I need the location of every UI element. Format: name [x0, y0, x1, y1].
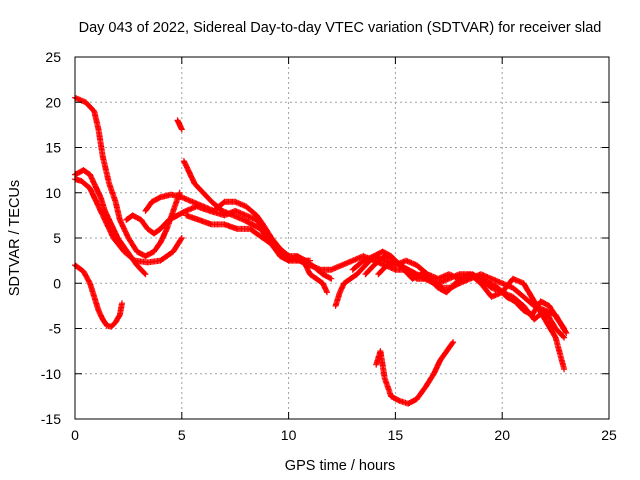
x-tick-label: 15	[388, 427, 404, 443]
y-tick-label: 5	[53, 230, 61, 246]
data-point-markers	[375, 257, 568, 332]
data-point-markers	[174, 117, 185, 133]
data-point-markers	[183, 212, 313, 264]
y-tick-label: 0	[53, 275, 61, 291]
y-tick-label: 20	[45, 94, 61, 110]
series-arc-9	[183, 212, 313, 264]
y-tick-label: -5	[49, 321, 62, 337]
y-tick-label: -10	[41, 366, 61, 382]
x-tick-label: 5	[178, 427, 186, 443]
x-tick-label: 0	[71, 427, 79, 443]
series-arc-14	[375, 257, 568, 332]
data-series	[72, 94, 570, 407]
data-point-markers	[142, 191, 335, 282]
series-arc-13	[373, 339, 457, 407]
data-point-markers	[373, 339, 457, 407]
x-tick-label: 10	[281, 427, 297, 443]
series-arc-6	[142, 191, 335, 282]
y-tick-label: 25	[45, 49, 61, 65]
y-tick-label: 10	[45, 185, 61, 201]
y-tick-label: -15	[41, 411, 61, 427]
y-tick-label: 15	[45, 140, 61, 156]
axis-ticks: 0 5 10 15 20 25 -15 -10 -5 0 5 10 15 20 25	[41, 49, 617, 443]
x-axis-label: GPS time / hours	[285, 458, 395, 474]
y-axis-label: SDTVAR / TECUs	[7, 180, 23, 296]
chart-title: Day 043 of 2022, Sidereal Day-to-day VTE…	[79, 20, 602, 36]
x-tick-label: 20	[494, 427, 510, 443]
series-arc-7	[174, 117, 185, 133]
x-tick-label: 25	[601, 427, 617, 443]
